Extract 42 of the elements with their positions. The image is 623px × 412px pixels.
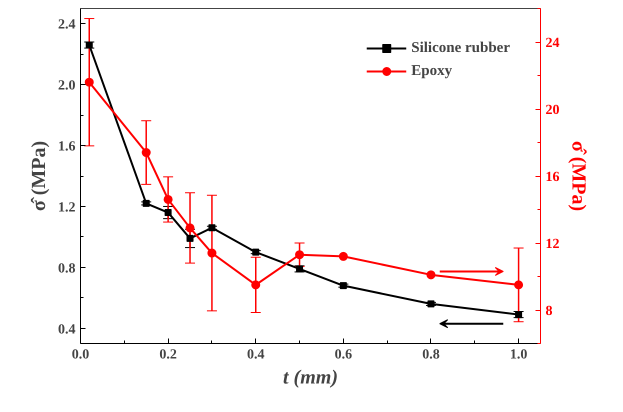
point — [426, 270, 436, 280]
point — [514, 280, 524, 290]
point — [251, 280, 260, 290]
x-tick-label: 0.6 — [334, 348, 352, 362]
point — [186, 223, 195, 232]
point — [338, 252, 348, 261]
y2-tick-label: 8 — [546, 304, 552, 319]
point — [207, 248, 216, 258]
y2-tick-label: 16 — [546, 170, 560, 185]
point — [340, 282, 347, 290]
y-tick-label: 2.0 — [58, 78, 76, 94]
x-tick-label: 0.4 — [246, 348, 264, 362]
point — [164, 209, 172, 216]
x-tick-label: 0.0 — [72, 348, 90, 362]
x-tick-label: 1.0 — [510, 348, 528, 362]
point — [84, 78, 94, 87]
legend-label: Epoxy — [411, 62, 452, 80]
y-tick-label: 2.4 — [58, 18, 76, 33]
point — [296, 265, 304, 272]
point — [164, 194, 173, 204]
y2-tick-label: 12 — [546, 237, 560, 252]
point — [186, 234, 194, 242]
y2-tick-label: 24 — [546, 36, 560, 51]
point — [86, 42, 93, 49]
y2-tick-label: 20 — [546, 103, 560, 118]
point — [427, 300, 434, 308]
y-axis-title: σ̂ (MPa) — [28, 140, 50, 212]
y2-axis-title: σ̂ (MPa) — [568, 140, 590, 212]
y-tick-label: 0.4 — [58, 322, 76, 338]
point — [252, 248, 260, 256]
y-tick-label: 0.8 — [58, 261, 76, 276]
legend-label: Silicone rubber — [411, 40, 510, 56]
point — [515, 311, 522, 318]
x-tick-label: 0.8 — [422, 348, 440, 362]
point — [142, 200, 150, 207]
x-tick-label: 0.2 — [159, 348, 177, 362]
point — [295, 250, 304, 260]
y-tick-label: 1.6 — [58, 140, 76, 155]
y-tick-label: 1.2 — [58, 200, 76, 216]
point — [142, 148, 151, 158]
x-axis-title: t (mm) — [283, 366, 338, 388]
point — [208, 224, 216, 232]
